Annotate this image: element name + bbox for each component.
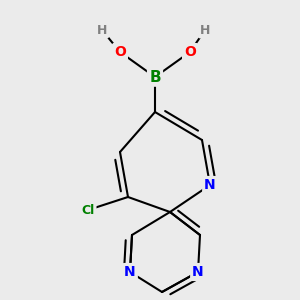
Text: O: O (114, 45, 126, 59)
Text: Cl: Cl (81, 203, 94, 217)
Text: H: H (97, 23, 107, 37)
Text: N: N (192, 265, 204, 279)
Text: O: O (184, 45, 196, 59)
Text: N: N (204, 178, 216, 192)
Text: H: H (200, 23, 210, 37)
Text: B: B (149, 70, 161, 85)
Text: N: N (124, 265, 136, 279)
